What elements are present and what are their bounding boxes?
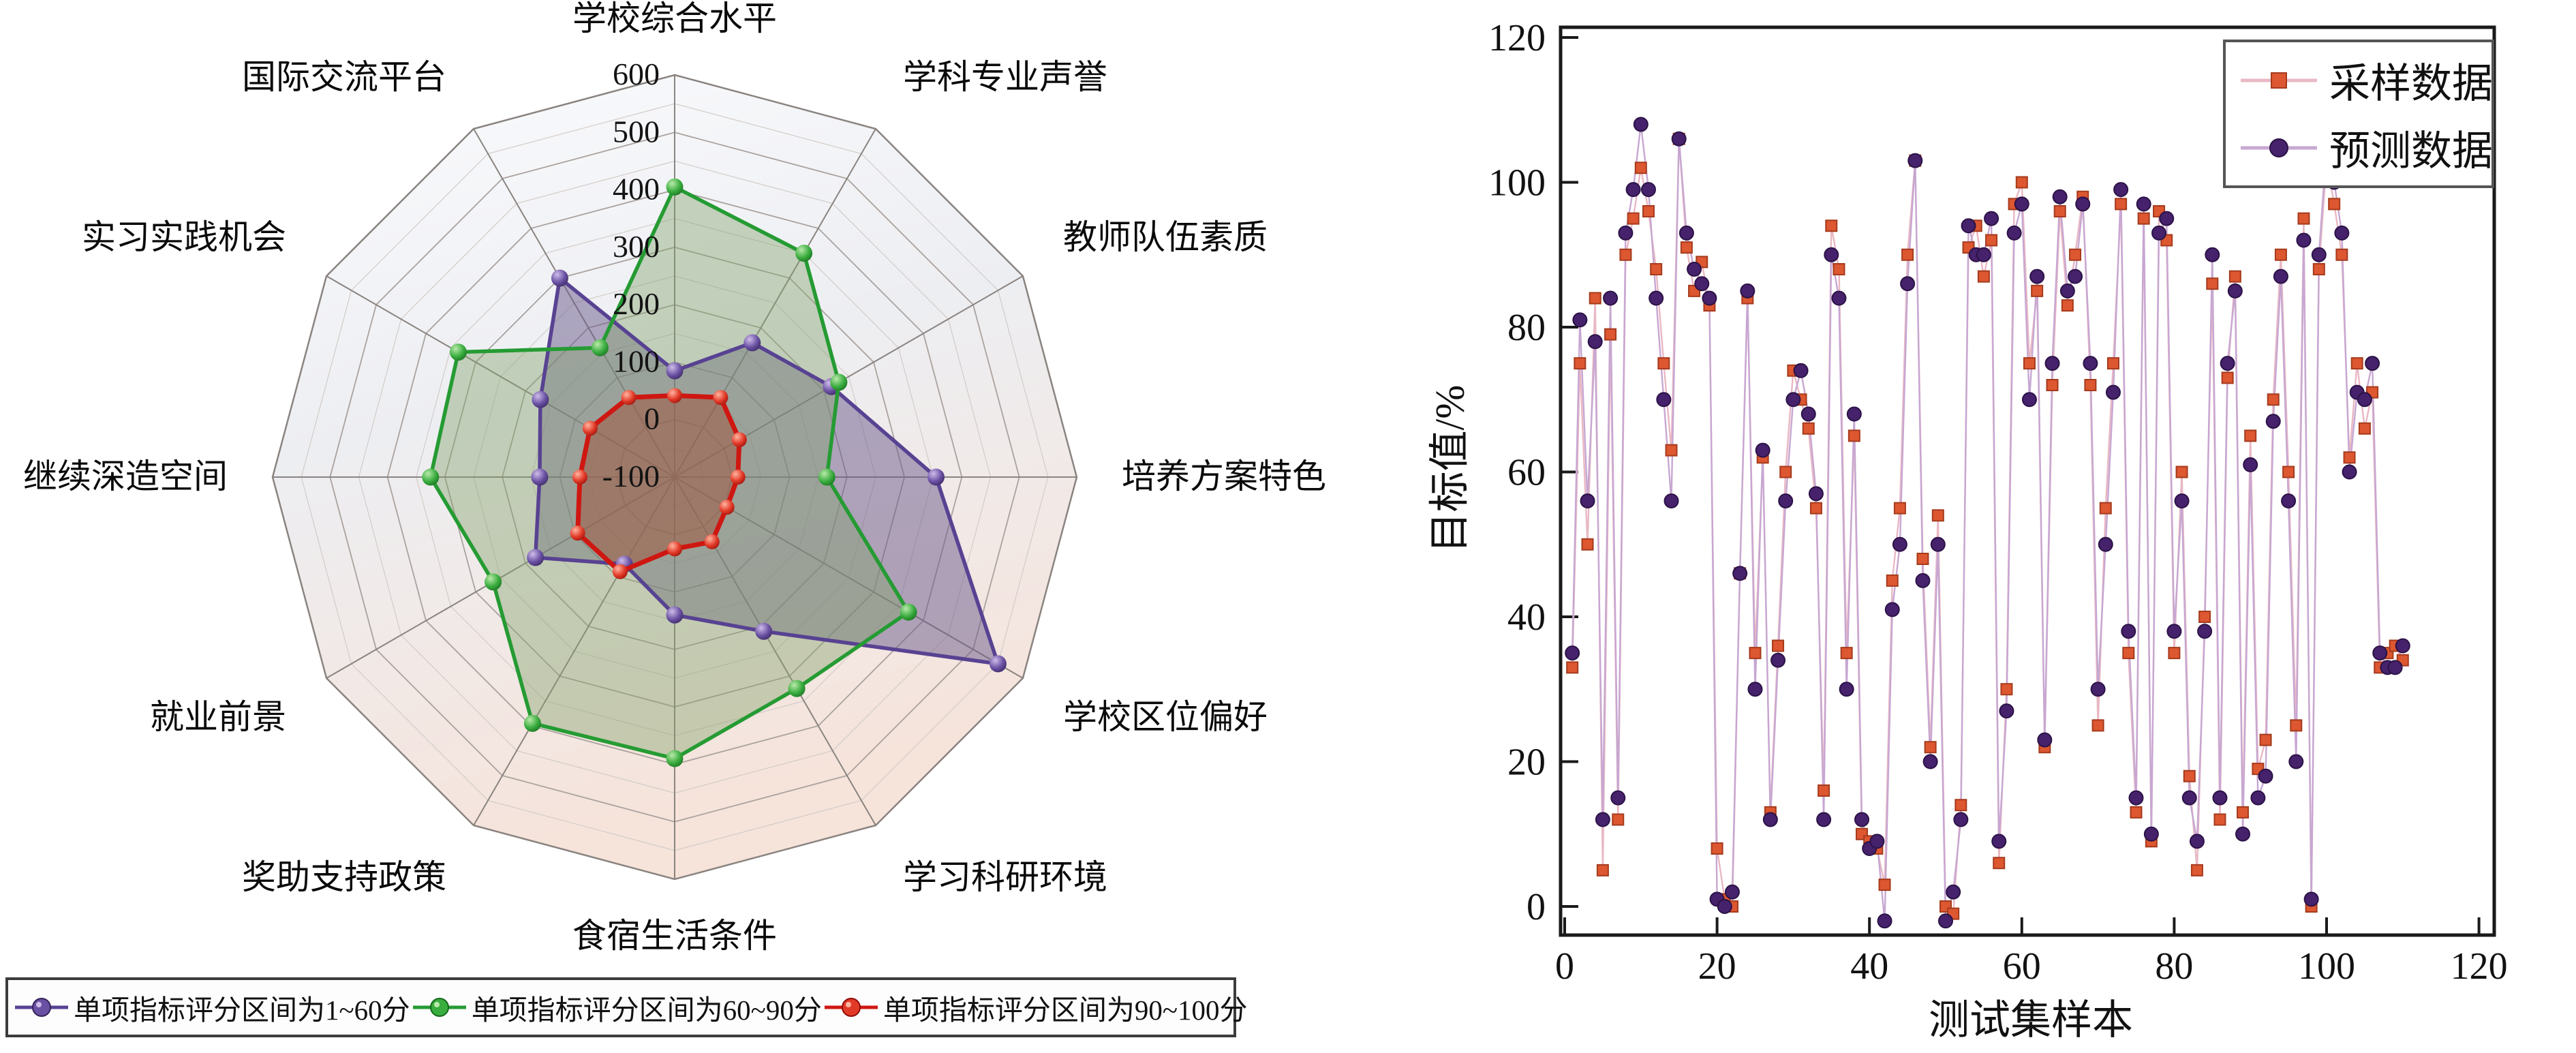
svg-text:20: 20 [1507, 742, 1546, 784]
svg-text:300: 300 [613, 229, 660, 264]
x-axis-title: 测试集样本 [1929, 998, 2133, 1043]
svg-text:400: 400 [613, 172, 660, 207]
svg-text:国际交流平台: 国际交流平台 [242, 58, 446, 96]
svg-text:0: 0 [1555, 945, 1574, 988]
scatter-chart-panel: 0 20 40 60 80 100 120 0 20 40 60 80 100 120 目标值/% 测试集… [1397, 0, 2576, 1053]
svg-text:培养方案特色: 培养方案特色 [1122, 457, 1326, 495]
svg-text:60: 60 [2003, 945, 2041, 988]
radar-legend-item-purple: 单项指标评分区间为1~60分 [12, 987, 410, 1028]
svg-text:40: 40 [1850, 945, 1888, 988]
svg-text:-100: -100 [602, 459, 660, 493]
radar-legend: 单项指标评分区间为1~60分 单项指标评分区间为60~90分 单项指标评分区间为… [5, 977, 1248, 1037]
svg-text:实习实践机会: 实习实践机会 [82, 218, 286, 256]
svg-text:继续深造空间: 继续深造空间 [23, 457, 228, 495]
svg-text:奖助支持政策: 奖助支持政策 [242, 858, 446, 896]
svg-text:60: 60 [1507, 452, 1546, 494]
svg-text:学校区位偏好: 学校区位偏好 [1063, 698, 1268, 736]
svg-text:学校综合水平: 学校综合水平 [572, 0, 777, 37]
svg-text:40: 40 [1507, 596, 1546, 639]
svg-text:100: 100 [1488, 162, 1546, 204]
scatter-legend: 采样数据 预测数据 [2223, 40, 2494, 188]
svg-text:500: 500 [613, 114, 660, 149]
svg-text:20: 20 [1698, 945, 1736, 988]
red-series-marker-icon [822, 994, 880, 1021]
radar-chart: 600 500 400 300 200 100 0 -100 学校综合水平学科专业声誉教师队伍素… [23, 0, 1326, 955]
svg-text:100: 100 [2298, 945, 2355, 988]
svg-text:80: 80 [2155, 945, 2193, 988]
circle-marker-icon [2238, 134, 2320, 162]
green-series-marker-icon [410, 994, 469, 1021]
scatter-legend-label: 预测数据 [2329, 129, 2493, 174]
svg-text:就业前景: 就业前景 [150, 698, 286, 736]
radar-legend-label: 单项指标评分区间为90~100分 [883, 994, 1248, 1026]
purple-series-marker-icon [12, 994, 71, 1021]
svg-text:0: 0 [644, 401, 660, 436]
svg-text:食宿生活条件: 食宿生活条件 [572, 917, 777, 955]
svg-text:200: 200 [613, 286, 660, 321]
svg-text:教师队伍素质: 教师队伍素质 [1063, 218, 1268, 256]
scatter-legend-item-sampled: 采样数据 [2238, 50, 2493, 110]
svg-text:100: 100 [613, 344, 660, 378]
scatter-legend-item-predicted: 预测数据 [2238, 118, 2493, 177]
radar-legend-label: 单项指标评分区间为1~60分 [74, 994, 410, 1026]
radar-chart-panel: 600 500 400 300 200 100 0 -100 学校综合水平学科专业声誉教师队伍素… [5, 0, 1326, 1037]
y-axis-title: 目标值/% [1427, 384, 1473, 553]
radar-legend-item-red: 单项指标评分区间为90~100分 [822, 987, 1248, 1028]
svg-text:80: 80 [1507, 307, 1546, 349]
svg-text:学习科研环境: 学习科研环境 [903, 858, 1107, 896]
svg-text:120: 120 [2451, 945, 2508, 988]
svg-text:学科专业声誉: 学科专业声誉 [903, 58, 1107, 96]
svg-text:0: 0 [1527, 886, 1546, 928]
square-marker-icon [2238, 67, 2320, 94]
svg-text:600: 600 [613, 57, 660, 91]
radar-legend-item-green: 单项指标评分区间为60~90分 [410, 987, 822, 1028]
radar-legend-label: 单项指标评分区间为60~90分 [471, 994, 822, 1026]
svg-text:120: 120 [1488, 17, 1546, 59]
scatter-legend-label: 采样数据 [2329, 61, 2493, 106]
